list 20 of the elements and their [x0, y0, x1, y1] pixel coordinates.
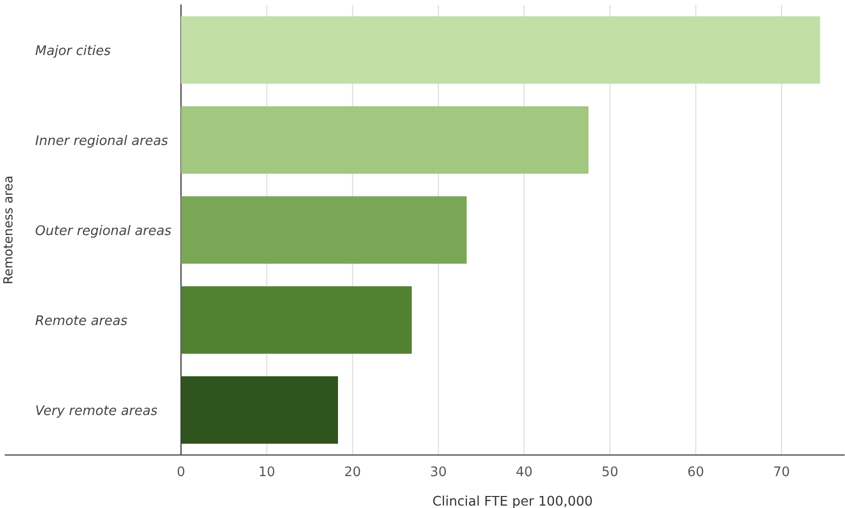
- bar: [181, 106, 588, 174]
- x-tick-label: 40: [516, 466, 532, 476]
- y-tick-label: Very remote areas: [36, 405, 158, 418]
- x-axis-title: Clincial FTE per 100,000: [433, 496, 592, 508]
- y-tick-label: Remote areas: [36, 315, 128, 326]
- bar: [181, 376, 338, 444]
- y-tick-label: Inner regional areas: [36, 134, 168, 148]
- x-tick-label: 10: [260, 466, 274, 476]
- y-tick-label: Major cities: [36, 44, 110, 58]
- bar: [181, 196, 467, 264]
- x-tick-label: 0: [178, 466, 184, 476]
- bar: [181, 16, 820, 84]
- y-tick-label: Outer regional areas: [36, 224, 172, 238]
- y-axis-title: Remoteness area: [3, 176, 13, 284]
- bar: [181, 286, 412, 354]
- x-tick-label: 50: [602, 466, 618, 476]
- x-tick-label: 70: [774, 466, 790, 476]
- x-tick-label: 60: [688, 466, 704, 476]
- x-tick-label: 30: [430, 466, 446, 476]
- x-tick-label: 20: [345, 466, 360, 476]
